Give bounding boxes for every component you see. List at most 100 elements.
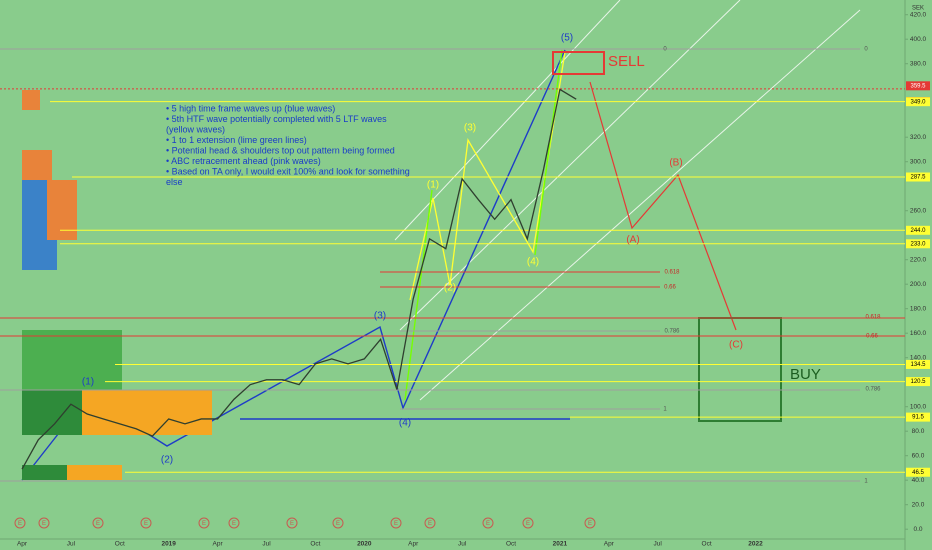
- x-tick-label: Oct: [702, 541, 712, 548]
- x-tick-label: Jul: [654, 541, 663, 548]
- x-tick-label: 2021: [553, 541, 568, 548]
- y-tick-label: 200.0: [910, 281, 927, 288]
- wave-label: (C): [729, 340, 743, 351]
- y-tick-label: 20.0: [912, 501, 925, 508]
- wave-label: (2): [161, 455, 173, 466]
- fib-label: 0.618: [664, 270, 680, 276]
- sell-label: SELL: [608, 53, 645, 70]
- earnings-icon: [198, 517, 210, 529]
- level-label: 120.5: [910, 379, 926, 385]
- fib-label: 0.618: [865, 315, 881, 321]
- wave-label: (B): [669, 158, 682, 169]
- wave-label: (2): [444, 283, 456, 294]
- earnings-icon: [332, 517, 344, 529]
- x-tick-label: Apr: [604, 541, 615, 548]
- y-tick-label: 40.0: [912, 477, 925, 484]
- level-box: [906, 239, 930, 249]
- y-tick-label: 260.0: [910, 207, 927, 214]
- fib-label: 0.66: [866, 334, 878, 340]
- wave-label: (5): [561, 33, 573, 44]
- y-tick-label: 300.0: [910, 158, 927, 165]
- sell-box: [552, 51, 605, 75]
- wave-label: (3): [464, 123, 476, 134]
- earnings-icon: [140, 517, 152, 529]
- level-label: 359.5: [910, 83, 926, 89]
- x-tick-label: Oct: [506, 541, 516, 548]
- y-tick-label: 220.0: [910, 256, 927, 263]
- volume-profile: [22, 90, 212, 480]
- wave-label: (1): [82, 377, 94, 388]
- earnings-icon: [482, 517, 494, 529]
- note-line: • Based on TA only, I would exit 100% an…: [166, 166, 410, 176]
- earnings-icon: [38, 517, 50, 529]
- extension: [534, 49, 563, 256]
- note-line: • 5 high time frame waves up (blue waves…: [166, 103, 335, 113]
- note-line: • 1 to 1 extension (lime green lines): [166, 135, 307, 145]
- earnings-label: E: [526, 521, 530, 527]
- earnings-label: E: [428, 521, 432, 527]
- abc-waves: [589, 81, 737, 331]
- y-tick-label: 100.0: [910, 403, 927, 410]
- earnings-icon: [390, 517, 402, 529]
- level-label: 244.0: [910, 228, 926, 234]
- y-tick-label: 140.0: [910, 354, 927, 361]
- earnings-icon: [286, 517, 298, 529]
- x-tick-label: Oct: [115, 541, 125, 548]
- y-tick-label: 380.0: [910, 60, 927, 67]
- fib-label: 0.786: [664, 329, 680, 335]
- level-box: [906, 81, 930, 91]
- extension: [404, 189, 433, 401]
- level-box: [906, 97, 930, 107]
- earnings-label: E: [290, 521, 294, 527]
- y-tick-label: 400.0: [910, 36, 927, 43]
- x-tick-label: Jul: [67, 541, 76, 548]
- earnings-label: E: [486, 521, 490, 527]
- earnings-label: E: [336, 521, 340, 527]
- level-box: [906, 377, 930, 387]
- level-label: 233.0: [910, 241, 926, 247]
- y-tick-label: 0.0: [913, 526, 922, 533]
- fib-label: 0.786: [865, 387, 881, 393]
- level-box: [906, 359, 930, 369]
- y-tick-label: 80.0: [912, 428, 925, 435]
- note-line: • 5th HTF wave potentially completed wit…: [166, 114, 387, 124]
- wave-label: (4): [527, 257, 539, 268]
- note-line: (yellow waves): [166, 124, 225, 134]
- earnings-label: E: [144, 521, 148, 527]
- x-tick-label: Apr: [408, 541, 419, 548]
- note-line: • ABC retracement ahead (pink waves): [166, 156, 321, 166]
- x-tick-label: Jul: [458, 541, 467, 548]
- x-tick-label: 2022: [748, 541, 763, 548]
- x-tick-label: Jul: [262, 541, 271, 548]
- wave-label: (1): [427, 180, 439, 191]
- buy-label: BUY: [790, 366, 821, 383]
- note-line: else: [166, 177, 183, 187]
- earnings-label: E: [42, 521, 46, 527]
- level-label: 134.5: [910, 362, 926, 368]
- earnings-icon: [424, 517, 436, 529]
- earnings-label: E: [18, 521, 22, 527]
- x-tick-label: 2019: [161, 541, 176, 548]
- fib-label: 0: [663, 47, 667, 53]
- y-tick-label: 60.0: [912, 452, 925, 459]
- fib-label: 0: [864, 47, 868, 53]
- y-tick-label: 180.0: [910, 305, 927, 312]
- wave-label: (4): [399, 418, 411, 429]
- level-label: 46.5: [912, 470, 924, 476]
- level-label: 287.5: [910, 175, 926, 181]
- earnings-label: E: [96, 521, 100, 527]
- level-box: [906, 172, 930, 182]
- x-tick-label: 2020: [357, 541, 372, 548]
- level-box: [906, 225, 930, 235]
- x-tick-label: Apr: [213, 541, 224, 548]
- x-tick-label: Oct: [310, 541, 320, 548]
- earnings-icon: [14, 517, 26, 529]
- y-tick-label: 420.0: [910, 11, 927, 18]
- y-tick-label: 320.0: [910, 134, 927, 141]
- fib-label: 1: [864, 479, 868, 485]
- earnings-icon: [228, 517, 240, 529]
- earnings-label: E: [394, 521, 398, 527]
- earnings-icon: [584, 517, 596, 529]
- currency: SEK: [912, 6, 924, 12]
